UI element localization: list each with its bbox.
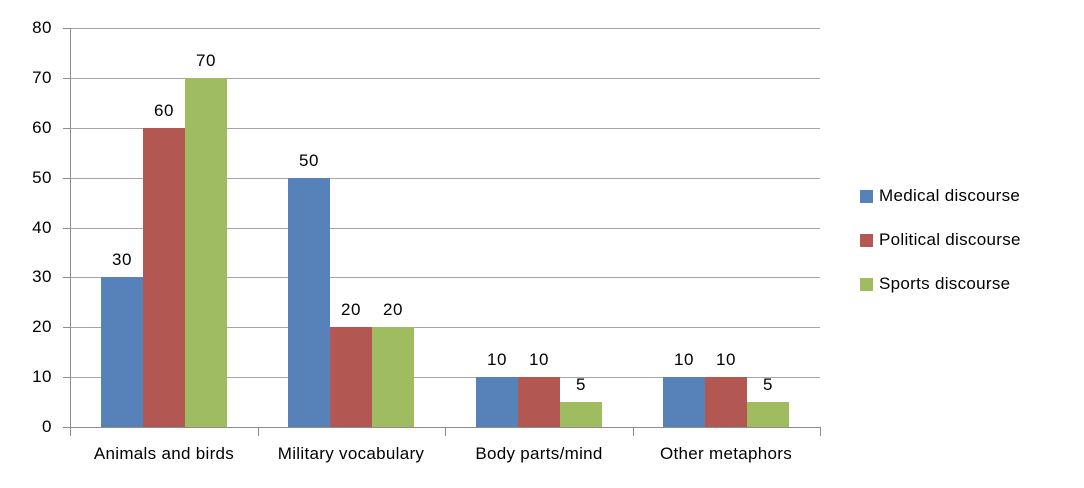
- bar: [747, 402, 789, 427]
- gridline: [70, 228, 820, 229]
- x-tick: [820, 427, 821, 436]
- y-tick-label: 20: [32, 317, 52, 336]
- x-category-label: Body parts/mind: [475, 444, 603, 463]
- x-tick: [445, 427, 446, 436]
- y-tick: [63, 377, 70, 378]
- legend-label-medical: Medical discourse: [879, 186, 1021, 205]
- legend-item-sports-discourse: Sports discourse: [860, 274, 1021, 294]
- bar: [185, 78, 227, 427]
- data-label: 50: [299, 151, 319, 170]
- gridline: [70, 277, 820, 278]
- y-tick: [63, 178, 70, 179]
- y-tick-label: 30: [32, 267, 52, 286]
- data-label: 10: [487, 350, 507, 369]
- legend-item-medical-discourse: Medical discourse: [860, 186, 1021, 206]
- x-category-label: Military vocabulary: [277, 444, 425, 463]
- y-tick-label: 10: [32, 367, 52, 386]
- y-tick: [63, 228, 70, 229]
- data-label: 5: [763, 375, 773, 394]
- data-label: 5: [576, 375, 586, 394]
- data-label: 30: [112, 250, 132, 269]
- gridline: [70, 377, 820, 378]
- bar: [476, 377, 518, 427]
- data-label: 10: [716, 350, 736, 369]
- x-tick: [70, 427, 71, 436]
- y-tick: [63, 427, 70, 428]
- bar: [101, 277, 143, 427]
- y-tick: [63, 327, 70, 328]
- legend-label-sports: Sports discourse: [879, 274, 1011, 293]
- data-label: 20: [341, 300, 361, 319]
- bar: [143, 128, 185, 427]
- y-tick-label: 70: [32, 68, 52, 87]
- y-tick-label: 50: [32, 168, 52, 187]
- x-category-label: Other metaphors: [659, 444, 793, 463]
- y-tick: [63, 277, 70, 278]
- bar: [560, 402, 602, 427]
- x-category-label: Animals and birds: [93, 444, 235, 463]
- gridline: [70, 128, 820, 129]
- data-label: 10: [674, 350, 694, 369]
- y-tick: [63, 28, 70, 29]
- y-tick: [63, 78, 70, 79]
- legend-label-political: Political discourse: [879, 230, 1021, 249]
- y-tick: [63, 128, 70, 129]
- x-tick: [258, 427, 259, 436]
- gridline: [70, 178, 820, 179]
- legend-swatch-political-icon: [860, 233, 873, 247]
- bar: [372, 327, 414, 427]
- x-tick: [633, 427, 634, 436]
- bar: [288, 178, 330, 427]
- bar: [705, 377, 747, 427]
- legend-item-political-discourse: Political discourse: [860, 230, 1021, 250]
- data-label: 60: [154, 101, 174, 120]
- gridline: [70, 78, 820, 79]
- data-label: 20: [383, 300, 403, 319]
- y-tick-label: 80: [32, 18, 52, 37]
- legend-swatch-sports-icon: [860, 277, 873, 291]
- data-label: 70: [196, 51, 216, 70]
- legend-swatch-medical-icon: [860, 189, 873, 203]
- y-tick-label: 40: [32, 218, 52, 237]
- gridline: [70, 327, 820, 328]
- bar: [663, 377, 705, 427]
- y-tick-label: 60: [32, 118, 52, 137]
- y-axis-line: [70, 28, 71, 427]
- legend: Medical discourse Political discourse Sp…: [860, 186, 1021, 318]
- bar: [518, 377, 560, 427]
- data-label: 10: [529, 350, 549, 369]
- gridline: [70, 28, 820, 29]
- bar: [330, 327, 372, 427]
- y-tick-label: 0: [42, 417, 52, 436]
